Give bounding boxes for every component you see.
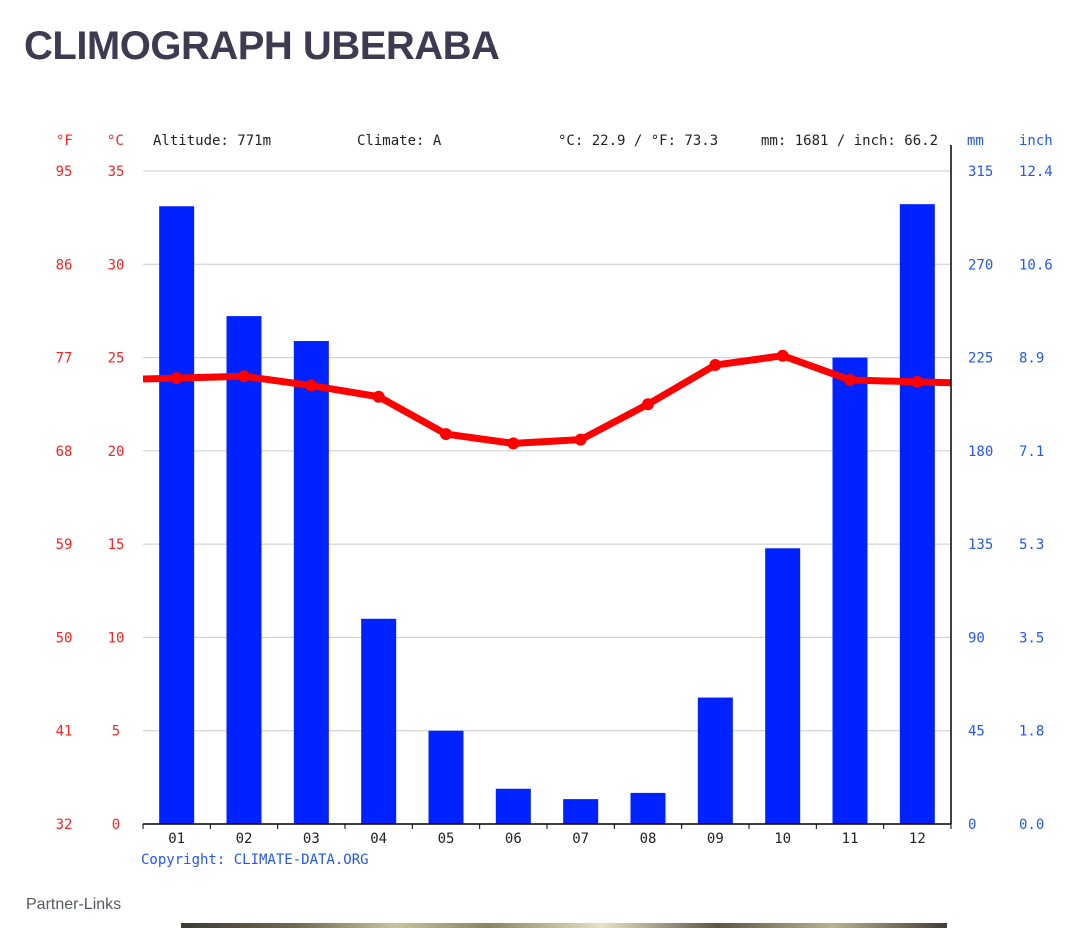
precipitation-bar: [832, 357, 868, 824]
precipitation-bar: [495, 788, 531, 824]
tick-label-mm: 90: [968, 630, 985, 646]
precipitation-bar: [428, 730, 464, 824]
precipitation-bar: [630, 792, 666, 824]
temperature-point: [238, 370, 250, 383]
precipitation-bar: [361, 618, 397, 824]
month-label: 11: [842, 831, 859, 847]
month-label: 05: [438, 831, 455, 847]
precipitation-bar: [226, 316, 262, 824]
month-label: 09: [707, 831, 724, 847]
temperature-line: [142, 349, 952, 450]
precipitation-bar: [697, 697, 733, 824]
celsius-unit-label: °C: [107, 133, 124, 149]
tick-label-mm: 0: [968, 817, 976, 833]
partner-ad-image[interactable]: [181, 923, 947, 928]
tick-label-fahrenheit: 50: [56, 630, 73, 646]
precipitation-bar: [765, 548, 801, 824]
tick-label-inch: 0.0: [1019, 817, 1044, 833]
mm-unit-label: mm: [967, 133, 984, 149]
tick-label-mm: 45: [968, 724, 985, 740]
precipitation-bar: [899, 204, 935, 824]
annual-precipitation-label: mm: 1681 / inch: 66.2: [761, 133, 938, 149]
climograph-chart: 32 0 0 0.0 41 5 45 1.8 50 10 90 3.5 59 15 135 5.3 68 20 18…: [56, 133, 1053, 868]
tick-label-celsius: 20: [108, 444, 125, 460]
tick-label-inch: 1.8: [1019, 724, 1044, 740]
tick-label-inch: 12.4: [1019, 164, 1053, 180]
precipitation-bars: [159, 204, 935, 824]
tick-label-fahrenheit: 41: [56, 724, 73, 740]
month-label: 10: [774, 831, 791, 847]
temperature-point: [440, 428, 452, 441]
tick-label-mm: 180: [968, 444, 993, 460]
precipitation-bar: [563, 799, 599, 824]
grid-lines: [143, 170, 951, 732]
tick-label-celsius: 10: [108, 630, 125, 646]
temperature-point: [507, 437, 520, 450]
temperature-point: [776, 349, 789, 362]
tick-label-fahrenheit: 59: [56, 537, 73, 553]
tick-label-celsius: 0: [112, 817, 120, 833]
tick-label-celsius: 30: [108, 257, 125, 273]
page-title: CLIMOGRAPH UBERABA: [24, 24, 500, 68]
tick-label-celsius: 15: [108, 537, 125, 553]
precipitation-bar: [159, 206, 195, 824]
altitude-label: Altitude: 771m: [153, 133, 271, 149]
climate-label: Climate: A: [357, 133, 442, 149]
month-label: 04: [370, 831, 387, 847]
tick-label-inch: 7.1: [1019, 444, 1044, 460]
temperature-point: [911, 375, 924, 388]
tick-label-fahrenheit: 32: [56, 817, 73, 833]
tick-label-fahrenheit: 95: [56, 164, 73, 180]
temperature-point: [709, 359, 722, 372]
temperature-point: [170, 372, 183, 385]
month-label: 12: [909, 831, 926, 847]
temperature-point: [305, 379, 318, 392]
tick-label-mm: 270: [968, 257, 993, 273]
copyright-label: Copyright: CLIMATE-DATA.ORG: [141, 852, 369, 868]
precipitation-bar: [293, 340, 329, 824]
tick-label-mm: 135: [968, 537, 993, 553]
tick-label-celsius: 35: [108, 164, 125, 180]
temperature-point: [844, 373, 856, 386]
temperature-point: [642, 398, 654, 411]
tick-label-celsius: 25: [108, 351, 125, 367]
tick-label-mm: 225: [968, 351, 993, 367]
tick-label-fahrenheit: 86: [56, 257, 73, 273]
month-label: 08: [640, 831, 657, 847]
partner-links-label: Partner-Links: [26, 896, 122, 913]
fahrenheit-unit-label: °F: [56, 133, 73, 149]
month-label: 01: [168, 831, 185, 847]
tick-label-mm: 315: [968, 164, 993, 180]
chart-axes: [142, 145, 952, 829]
month-label: 02: [236, 831, 253, 847]
tick-label-inch: 10.6: [1019, 257, 1053, 273]
month-label: 03: [303, 831, 320, 847]
tick-label-fahrenheit: 77: [56, 351, 73, 367]
tick-label-celsius: 5: [112, 724, 120, 740]
month-label: 07: [572, 831, 589, 847]
month-label: 06: [505, 831, 522, 847]
tick-label-inch: 3.5: [1019, 630, 1044, 646]
tick-label-inch: 5.3: [1019, 537, 1044, 553]
tick-label-fahrenheit: 68: [56, 444, 73, 460]
temperature-point: [372, 390, 385, 403]
temperature-point: [574, 433, 587, 446]
inch-unit-label: inch: [1019, 133, 1053, 149]
average-temperature-label: °C: 22.9 / °F: 73.3: [558, 133, 718, 149]
tick-label-inch: 8.9: [1019, 351, 1044, 367]
chart-labels: 32 0 0 0.0 41 5 45 1.8 50 10 90 3.5 59 15 135 5.3 68 20 18…: [56, 133, 1053, 868]
temperature-line-path: [142, 352, 952, 447]
